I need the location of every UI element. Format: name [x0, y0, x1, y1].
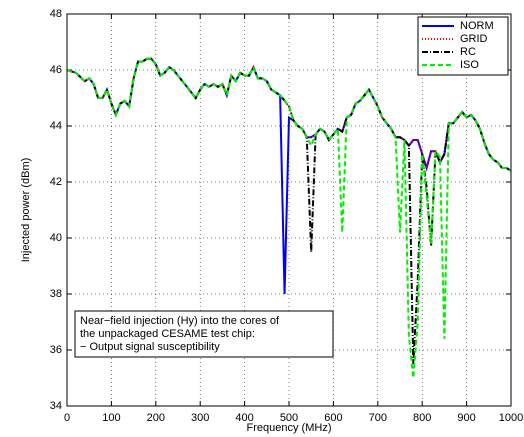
x-tick-label: 100: [102, 412, 120, 424]
plot-frame: [66, 13, 512, 407]
y-tick-label: 38: [50, 288, 62, 300]
y-axis-title: Injected power (dBm): [20, 158, 32, 263]
x-tick-label: 1000: [499, 412, 523, 424]
x-tick-label: 200: [147, 412, 165, 424]
annotation-text: − Output signal susceptibility: [80, 341, 220, 353]
x-tick-label: 500: [280, 412, 298, 424]
x-tick-label: 600: [324, 412, 342, 424]
legend-label: ISO: [460, 59, 479, 71]
x-tick-label: 800: [413, 412, 431, 424]
y-tick-label: 48: [50, 8, 62, 20]
x-tick-label: 900: [457, 412, 475, 424]
y-tick-label: 36: [50, 344, 62, 356]
y-tick-label: 44: [50, 120, 62, 132]
x-tick-label: 400: [235, 412, 253, 424]
legend-label: NORM: [460, 20, 494, 32]
y-tick-label: 42: [50, 176, 62, 188]
x-tick-label: 300: [191, 412, 209, 424]
y-tick-label: 34: [50, 400, 62, 412]
annotation-box: [74, 310, 334, 358]
x-tick-label: 700: [369, 412, 387, 424]
legend-label: RC: [460, 46, 476, 58]
legend-label: GRID: [460, 33, 488, 45]
annotation-text: Near−field injection (Hy) into the cores…: [80, 315, 280, 327]
annotation-text: the unpackaged CESAME test chip:: [80, 328, 255, 340]
y-tick-label: 46: [50, 64, 62, 76]
y-tick-label: 40: [50, 232, 62, 244]
x-tick-label: 0: [64, 412, 70, 424]
series-line: [66, 57, 512, 379]
x-axis-title: Frequency (MHz): [247, 422, 332, 434]
